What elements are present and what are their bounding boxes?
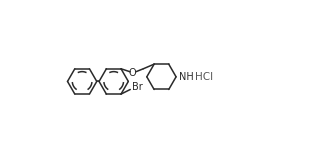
Text: NH: NH: [179, 72, 194, 82]
Text: Br: Br: [132, 82, 143, 92]
Text: O: O: [129, 68, 136, 78]
Text: HCl: HCl: [195, 72, 213, 82]
